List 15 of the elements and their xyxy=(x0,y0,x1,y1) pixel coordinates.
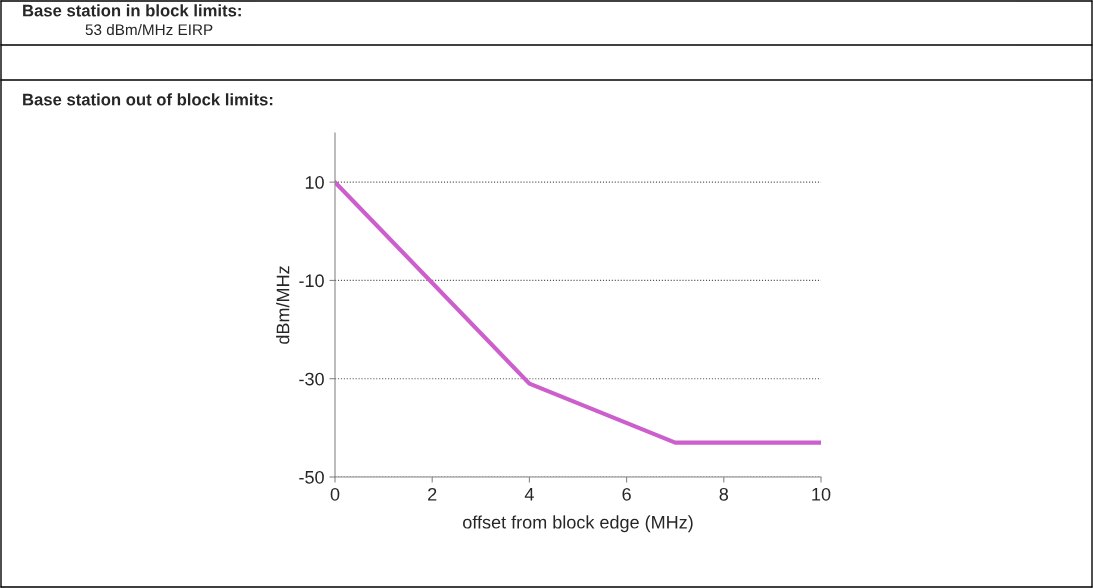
text: Base station out of block limits: xyxy=(23,93,273,106)
x-tick-label: 4 xyxy=(524,488,534,501)
y-tick-label: -30 xyxy=(299,372,324,386)
x-axis-title: offset from block edge (MHz) xyxy=(463,515,693,533)
x-tick-label: 2 xyxy=(428,487,437,501)
text: 53 dBm/MHz EIRP xyxy=(85,23,213,36)
y-tick-label: 10 xyxy=(305,176,324,189)
y-tick-label: -10 xyxy=(299,274,324,288)
x-tick-label: 6 xyxy=(622,487,631,501)
y-axis-title: dBm/MHz xyxy=(276,266,290,344)
x-tick-label: 8 xyxy=(719,487,729,501)
y-tick-label: -50 xyxy=(299,470,324,484)
x-tick-label: 10 xyxy=(812,487,831,501)
x-tick-label: 0 xyxy=(330,487,340,501)
text: Base station in block limits: xyxy=(23,4,241,17)
